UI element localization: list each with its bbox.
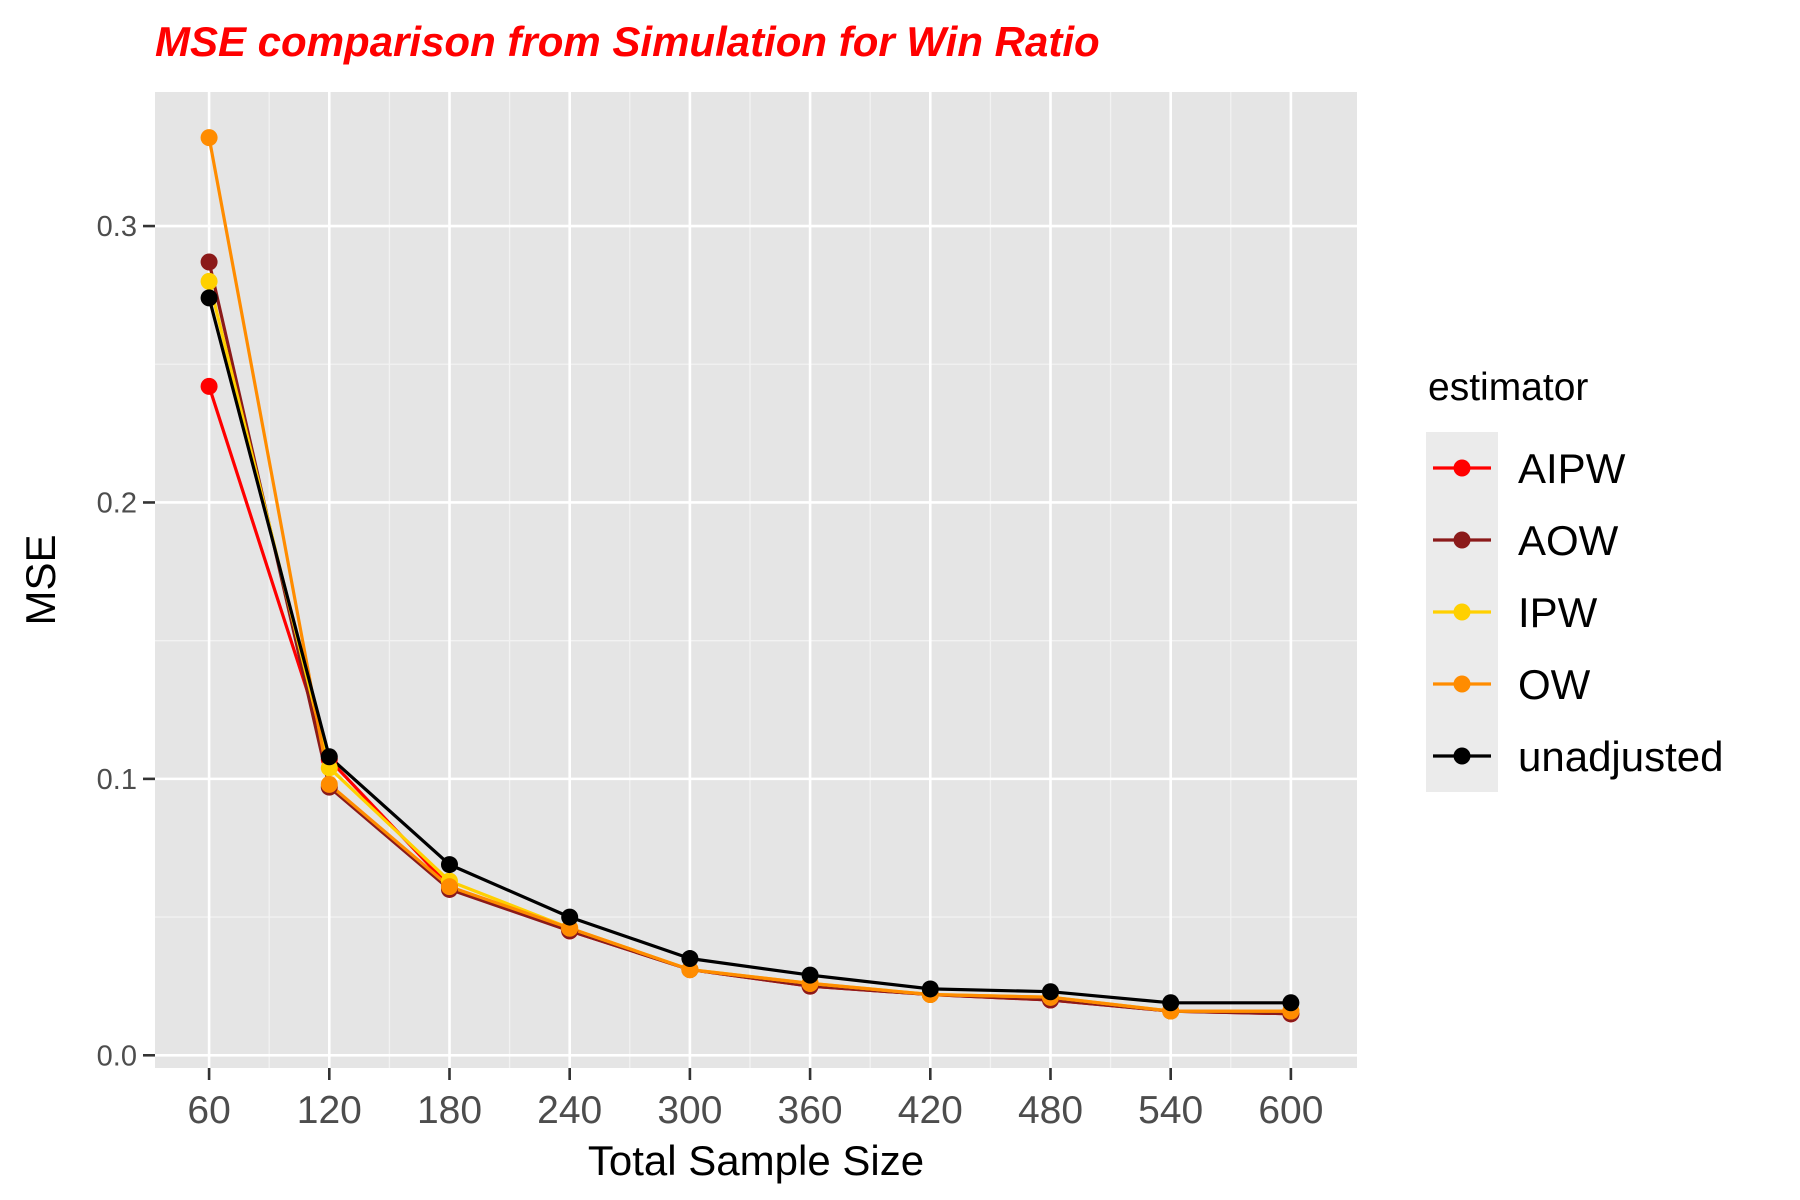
x-tick-label: 420 <box>898 1089 963 1132</box>
x-tick-label: 600 <box>1258 1089 1323 1132</box>
data-point-unadjusted <box>801 966 819 984</box>
y-tick-label: 0.0 <box>97 1040 137 1072</box>
x-tick-label: 120 <box>297 1089 362 1132</box>
x-tick-label: 240 <box>537 1089 602 1132</box>
x-tick-label: 480 <box>1018 1089 1083 1132</box>
minor-gridlines <box>155 92 1357 1068</box>
y-tick-label: 0.3 <box>97 211 137 243</box>
series-points <box>200 129 1300 1023</box>
data-point-ow <box>320 775 338 793</box>
data-point-unadjusted <box>440 856 458 874</box>
y-axis-label: MSE <box>17 534 64 625</box>
y-tick-label: 0.1 <box>97 764 137 796</box>
legend-label-aipw: AIPW <box>1518 445 1626 492</box>
x-tick-label: 360 <box>778 1089 843 1132</box>
x-axis-label: Total Sample Size <box>588 1137 924 1184</box>
series-line-unadjusted <box>207 297 1291 1005</box>
legend-title: estimator <box>1428 366 1588 409</box>
data-point-unadjusted <box>320 748 338 766</box>
data-point-unadjusted <box>681 950 699 968</box>
x-tick-label: 60 <box>187 1089 230 1132</box>
x-tick-label: 180 <box>417 1089 482 1132</box>
y-tick-label: 0.2 <box>97 487 137 519</box>
data-point-unadjusted <box>200 289 218 307</box>
x-tick-label: 540 <box>1138 1089 1203 1132</box>
legend-key-point-ipw <box>1453 603 1471 621</box>
x-tick-label: 300 <box>657 1089 722 1132</box>
data-point-unadjusted <box>1162 994 1180 1012</box>
data-point-aow <box>200 253 218 271</box>
legend-label-aow: AOW <box>1518 517 1619 564</box>
major-gridlines <box>155 92 1357 1068</box>
data-point-unadjusted <box>921 980 939 998</box>
legend-key-point-aow <box>1453 531 1471 549</box>
chart-title: MSE comparison from Simulation for Win R… <box>155 18 1100 65</box>
data-point-ow <box>440 878 458 896</box>
data-point-unadjusted <box>1041 983 1059 1001</box>
legend-label-unadjusted: unadjusted <box>1518 733 1724 780</box>
legend-label-ow: OW <box>1518 661 1591 708</box>
x-axis-ticks: 60 120 180 240 300 360 420 480 540 600 <box>187 1068 1323 1132</box>
legend-key-point-unadjusted <box>1453 747 1471 765</box>
data-point-ow <box>200 129 218 147</box>
series-line-ow <box>207 137 1291 1013</box>
data-point-aipw <box>200 377 218 395</box>
legend-key-point-ow <box>1453 675 1471 693</box>
legend-label-ipw: IPW <box>1518 589 1598 636</box>
plot-panel <box>155 92 1357 1068</box>
y-axis-ticks: 0.0 0.1 0.2 0.3 <box>97 211 155 1072</box>
data-point-unadjusted <box>1282 994 1300 1012</box>
legend: estimator AIPW AOW IPW OW unadjusted <box>1426 366 1724 792</box>
series-lines <box>207 137 1291 1016</box>
legend-key-point-aipw <box>1453 459 1471 477</box>
data-point-unadjusted <box>561 908 579 926</box>
data-point-ipw <box>200 272 218 290</box>
